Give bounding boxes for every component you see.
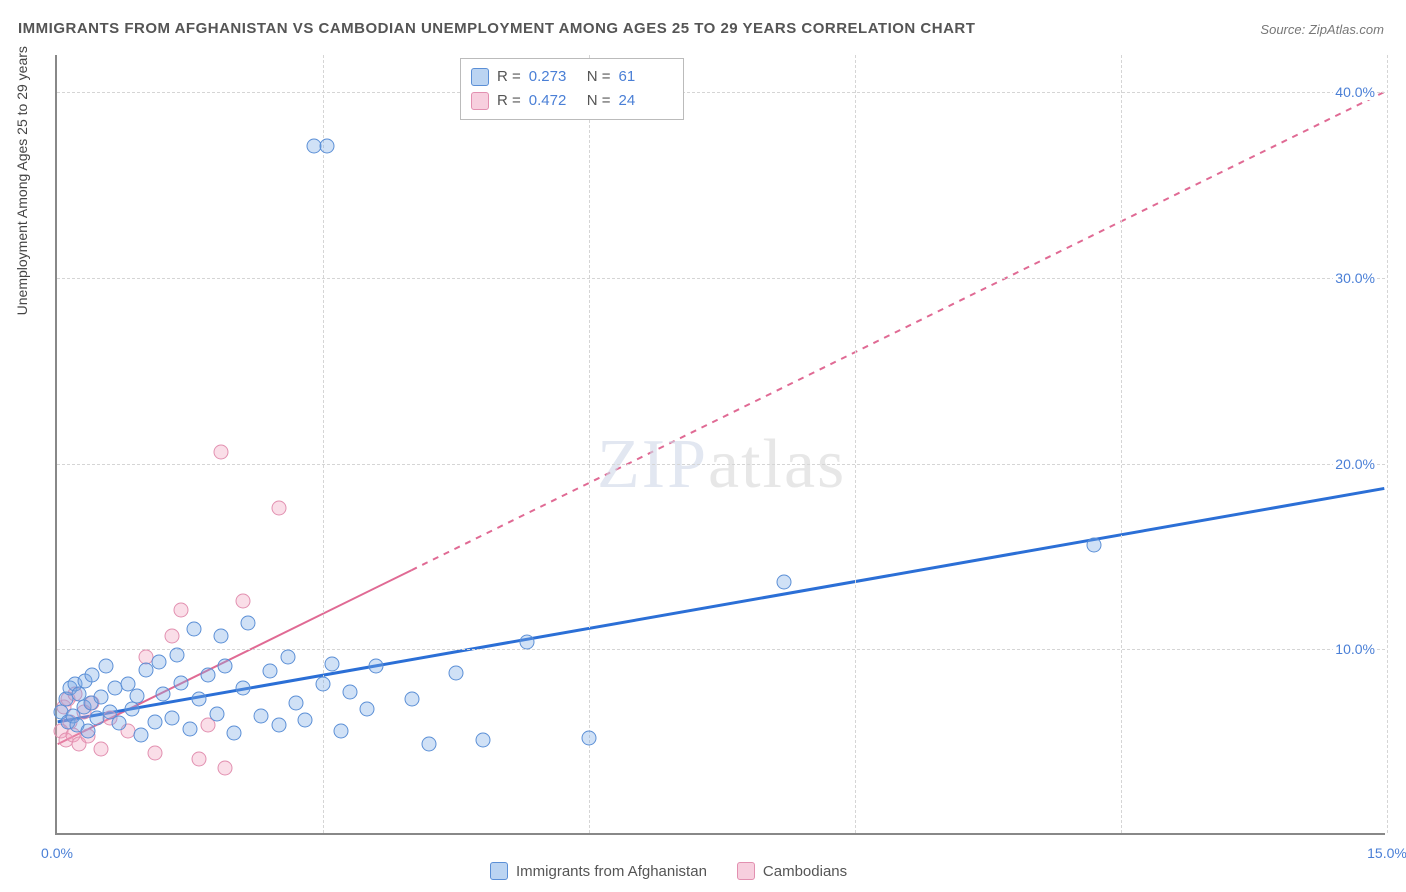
data-point-a (165, 710, 180, 725)
trend-line (58, 488, 1385, 721)
legend-item-a: Immigrants from Afghanistan (490, 862, 707, 880)
data-point-a (289, 696, 304, 711)
data-point-b (165, 629, 180, 644)
data-point-a (81, 723, 96, 738)
grid-line-v (323, 55, 324, 833)
data-point-a (156, 686, 171, 701)
source-value: ZipAtlas.com (1309, 22, 1384, 37)
data-point-a (404, 692, 419, 707)
data-point-a (209, 707, 224, 722)
grid-line-h (57, 464, 1385, 465)
legend-swatch-a-icon (490, 862, 508, 880)
data-point-a (1087, 538, 1102, 553)
data-point-a (151, 655, 166, 670)
plot-area: ZIPatlas 10.0%20.0%30.0%40.0%0.0%15.0% (55, 55, 1385, 835)
data-point-b (191, 751, 206, 766)
y-tick-label: 40.0% (1333, 84, 1377, 100)
legend-item-b: Cambodians (737, 862, 847, 880)
legend-label-a: Immigrants from Afghanistan (516, 863, 707, 880)
data-point-a (271, 718, 286, 733)
n-label: N = (587, 65, 611, 89)
data-point-a (320, 138, 335, 153)
data-point-a (298, 712, 313, 727)
data-point-a (316, 677, 331, 692)
data-point-b (174, 603, 189, 618)
legend-stats: R = 0.273 N = 61 R = 0.472 N = 24 (460, 58, 684, 120)
grid-line-v (1121, 55, 1122, 833)
data-point-a (475, 733, 490, 748)
data-point-b (214, 445, 229, 460)
legend-series: Immigrants from Afghanistan Cambodians (490, 862, 847, 880)
grid-line-v (589, 55, 590, 833)
data-point-a (422, 736, 437, 751)
legend-swatch-a (471, 68, 489, 86)
n-value-b: 24 (619, 89, 669, 113)
data-point-a (333, 723, 348, 738)
r-label: R = (497, 65, 521, 89)
data-point-a (324, 657, 339, 672)
data-point-a (369, 658, 384, 673)
data-point-a (134, 727, 149, 742)
source-attribution: Source: ZipAtlas.com (1260, 22, 1384, 37)
data-point-a (169, 647, 184, 662)
legend-label-b: Cambodians (763, 863, 847, 880)
data-point-a (125, 701, 140, 716)
data-point-b (236, 593, 251, 608)
x-tick-label: 0.0% (41, 845, 73, 861)
data-point-a (147, 714, 162, 729)
source-label: Source: (1260, 22, 1305, 37)
data-point-a (236, 681, 251, 696)
data-point-a (240, 616, 255, 631)
data-point-a (191, 692, 206, 707)
data-point-b (147, 746, 162, 761)
y-tick-label: 20.0% (1333, 456, 1377, 472)
data-point-a (200, 668, 215, 683)
data-point-a (214, 629, 229, 644)
data-point-a (183, 722, 198, 737)
n-value-a: 61 (619, 65, 669, 89)
legend-swatch-b (471, 92, 489, 110)
data-point-a (187, 621, 202, 636)
grid-line-h (57, 649, 1385, 650)
x-tick-label: 15.0% (1367, 845, 1406, 861)
data-point-a (777, 575, 792, 590)
data-point-a (253, 709, 268, 724)
data-point-a (449, 666, 464, 681)
r-value-a: 0.273 (529, 65, 579, 89)
data-point-a (174, 675, 189, 690)
grid-line-h (57, 278, 1385, 279)
y-axis-title: Unemployment Among Ages 25 to 29 years (14, 46, 30, 315)
data-point-a (360, 701, 375, 716)
legend-stats-row-a: R = 0.273 N = 61 (471, 65, 669, 89)
data-point-a (582, 731, 597, 746)
y-tick-label: 30.0% (1333, 270, 1377, 286)
grid-line-v (855, 55, 856, 833)
data-point-a (218, 658, 233, 673)
grid-line-v (1387, 55, 1388, 833)
data-point-a (98, 658, 113, 673)
data-point-a (280, 649, 295, 664)
n-label: N = (587, 89, 611, 113)
legend-swatch-b-icon (737, 862, 755, 880)
y-tick-label: 10.0% (1333, 641, 1377, 657)
data-point-a (94, 690, 109, 705)
grid-line-h (57, 92, 1385, 93)
data-point-a (262, 664, 277, 679)
data-point-b (94, 742, 109, 757)
chart-title: IMMIGRANTS FROM AFGHANISTAN VS CAMBODIAN… (18, 20, 975, 37)
r-label: R = (497, 89, 521, 113)
data-point-a (112, 716, 127, 731)
r-value-b: 0.472 (529, 89, 579, 113)
data-point-a (85, 668, 100, 683)
data-point-a (129, 688, 144, 703)
legend-stats-row-b: R = 0.472 N = 24 (471, 89, 669, 113)
data-point-a (519, 634, 534, 649)
watermark: ZIPatlas (597, 425, 846, 505)
data-point-b (218, 761, 233, 776)
data-point-b (271, 501, 286, 516)
data-point-a (342, 684, 357, 699)
trend-line (411, 92, 1384, 570)
data-point-a (227, 725, 242, 740)
